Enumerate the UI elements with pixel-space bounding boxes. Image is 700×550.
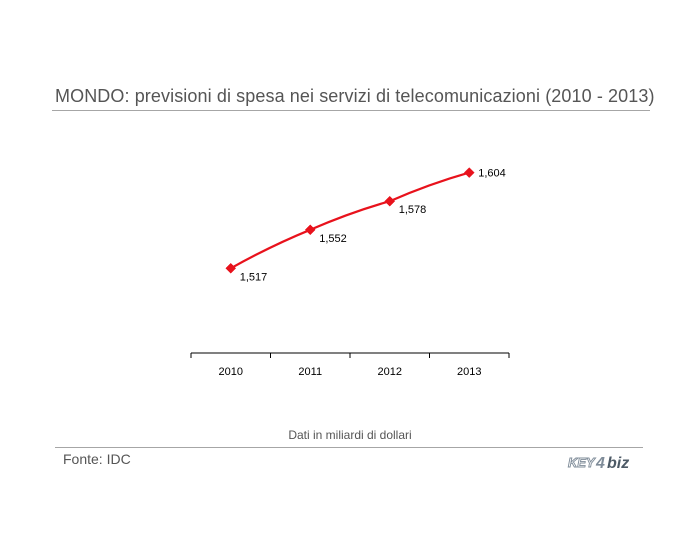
data-label: 1,517 xyxy=(240,271,268,283)
x-tick-label: 2013 xyxy=(457,366,481,378)
data-label: 1,604 xyxy=(478,168,506,180)
data-point-marker xyxy=(225,262,237,274)
data-point-marker xyxy=(463,167,475,178)
data-point-marker xyxy=(304,224,316,236)
svg-text:biz: biz xyxy=(607,455,629,472)
data-label: 1,552 xyxy=(319,233,347,245)
svg-text:4: 4 xyxy=(595,455,605,472)
key4biz-logo: KEY 4 biz xyxy=(568,455,630,472)
series-line xyxy=(230,171,470,270)
data-label: 1,578 xyxy=(399,204,427,216)
x-tick-label: 2010 xyxy=(219,366,243,378)
x-tick-label: 2012 xyxy=(378,366,402,378)
unit-note: Dati in miliardi di dollari xyxy=(288,428,412,442)
title-divider xyxy=(52,110,650,111)
svg-text:KEY: KEY xyxy=(568,455,596,470)
chart-title: MONDO: previsioni di spesa nei servizi d… xyxy=(55,86,655,106)
data-point-marker xyxy=(384,195,396,207)
footer-divider xyxy=(55,447,643,448)
source-label: Fonte: IDC xyxy=(63,451,131,467)
x-tick-label: 2011 xyxy=(298,366,322,378)
